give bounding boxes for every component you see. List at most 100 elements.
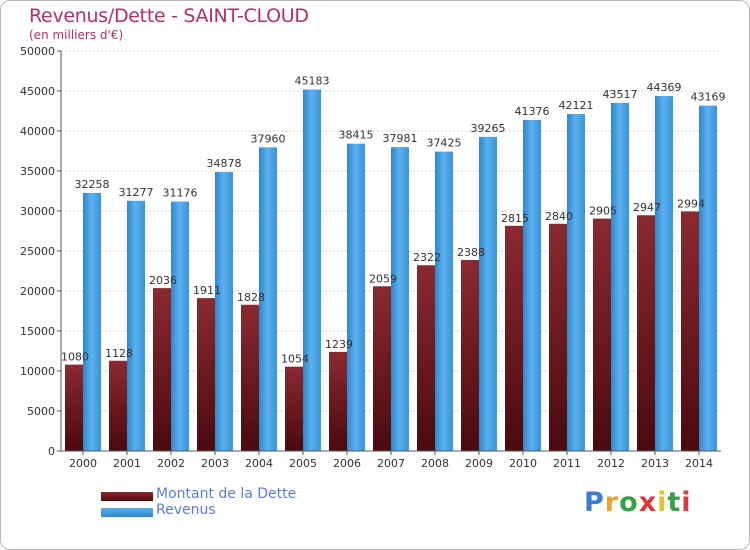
legend-swatch-revenus [101, 508, 153, 517]
data-label-dette: 1828 [237, 291, 265, 304]
data-label-dette: 1239 [325, 338, 353, 351]
logo-letter: i [681, 487, 692, 518]
legend-label-dette: Montant de la Dette [156, 486, 297, 502]
data-label-revenus: 37960 [251, 132, 286, 145]
bar-revenus [83, 192, 101, 451]
bar-dette [329, 351, 347, 451]
logo-letter: t [667, 487, 682, 518]
x-tick-label: 2007 [377, 457, 405, 470]
x-tick-label: 2014 [685, 457, 713, 470]
y-tick-label: 45000 [20, 85, 55, 98]
x-tick-label: 2011 [553, 457, 581, 470]
x-tick-label: 2003 [201, 457, 229, 470]
data-label-revenus: 37425 [427, 137, 462, 150]
data-label-revenus: 37981 [383, 132, 418, 145]
x-tick-label: 2013 [641, 457, 669, 470]
data-label-dette: 2947 [633, 201, 661, 214]
data-label-dette: 2388 [457, 246, 485, 259]
bar-revenus [127, 200, 145, 451]
logo-letter: x [638, 487, 658, 518]
data-label-dette: 2059 [369, 272, 397, 285]
proxiti-logo: Proxiti [584, 487, 692, 518]
data-label-revenus: 43517 [603, 88, 638, 101]
bar-dette [65, 364, 83, 451]
bar-revenus [391, 147, 409, 452]
x-tick-label: 2010 [509, 457, 537, 470]
bar-revenus [523, 119, 541, 451]
data-label-revenus: 41376 [515, 105, 550, 118]
bar-dette [109, 360, 127, 451]
y-tick-label: 25000 [20, 245, 55, 258]
bar-dette [241, 304, 259, 451]
y-tick-label: 15000 [20, 325, 55, 338]
data-label-dette: 2322 [413, 251, 441, 264]
labels-layer: 32258 1080 31277 1128 31176 2036 34878 1911 3796… [61, 75, 726, 366]
chart-title: Revenus/Dette - SAINT-CLOUD [29, 5, 309, 27]
data-label-revenus: 34878 [207, 157, 242, 170]
data-label-dette: 1080 [61, 351, 89, 364]
bar-dette [505, 225, 523, 451]
bar-revenus [171, 201, 189, 451]
bar-dette [593, 218, 611, 451]
data-label-dette: 2840 [545, 210, 573, 223]
data-label-dette: 2905 [589, 205, 617, 218]
bar-dette [197, 298, 215, 451]
x-tick-label: 2005 [289, 457, 317, 470]
bar-revenus [611, 102, 629, 451]
bar-dette [637, 215, 655, 451]
data-label-revenus: 43169 [691, 91, 726, 104]
data-label-revenus: 45183 [295, 75, 330, 88]
data-label-dette: 2994 [677, 197, 705, 210]
bar-dette [681, 211, 699, 451]
data-label-revenus: 39265 [471, 122, 506, 135]
bar-dette [373, 286, 391, 451]
x-tick-label: 2000 [69, 457, 97, 470]
x-tick-label: 2001 [113, 457, 141, 470]
bar-dette [285, 366, 303, 451]
bar-revenus [655, 96, 673, 451]
bar-dette [153, 288, 171, 451]
chart-subtitle: (en milliers d'€) [29, 28, 124, 42]
x-tick-label: 2008 [421, 457, 449, 470]
logo-letter: P [584, 487, 605, 518]
axes-layer: 0 5000 10000 15000 20000 25000 30000 35000 40000… [20, 45, 721, 470]
bar-revenus [567, 114, 585, 452]
x-tick-label: 2006 [333, 457, 361, 470]
legend-swatch-dette [101, 492, 153, 501]
bar-revenus [259, 147, 277, 451]
logo-letter: i [657, 487, 668, 518]
y-tick-label: 5000 [27, 405, 55, 418]
bar-dette [549, 223, 567, 451]
data-label-revenus: 32258 [75, 178, 110, 191]
data-label-revenus: 42121 [559, 99, 594, 112]
y-tick-label: 50000 [20, 45, 55, 58]
y-tick-label: 30000 [20, 205, 55, 218]
data-label-dette: 1911 [193, 284, 221, 297]
y-tick-label: 0 [48, 445, 55, 458]
bar-revenus [347, 143, 365, 451]
legend-label-revenus: Revenus [156, 502, 216, 518]
y-tick-label: 10000 [20, 365, 55, 378]
y-tick-label: 40000 [20, 125, 55, 138]
logo-letter: r [604, 487, 620, 518]
data-label-revenus: 31176 [163, 187, 198, 200]
data-label-revenus: 31277 [119, 186, 154, 199]
data-label-dette: 1128 [105, 347, 133, 360]
y-tick-label: 35000 [20, 165, 55, 178]
bar-revenus [479, 136, 497, 451]
data-label-dette: 1054 [281, 353, 309, 366]
bar-revenus [699, 105, 717, 451]
bar-dette [461, 259, 479, 451]
x-tick-label: 2009 [465, 457, 493, 470]
data-label-dette: 2036 [149, 274, 177, 287]
bar-dette [417, 265, 435, 451]
x-tick-label: 2012 [597, 457, 625, 470]
bar-revenus [215, 171, 233, 451]
x-tick-label: 2002 [157, 457, 185, 470]
bars-layer [65, 89, 717, 452]
data-label-dette: 2815 [501, 212, 529, 225]
logo-letter: o [619, 487, 639, 518]
y-tick-label: 20000 [20, 285, 55, 298]
